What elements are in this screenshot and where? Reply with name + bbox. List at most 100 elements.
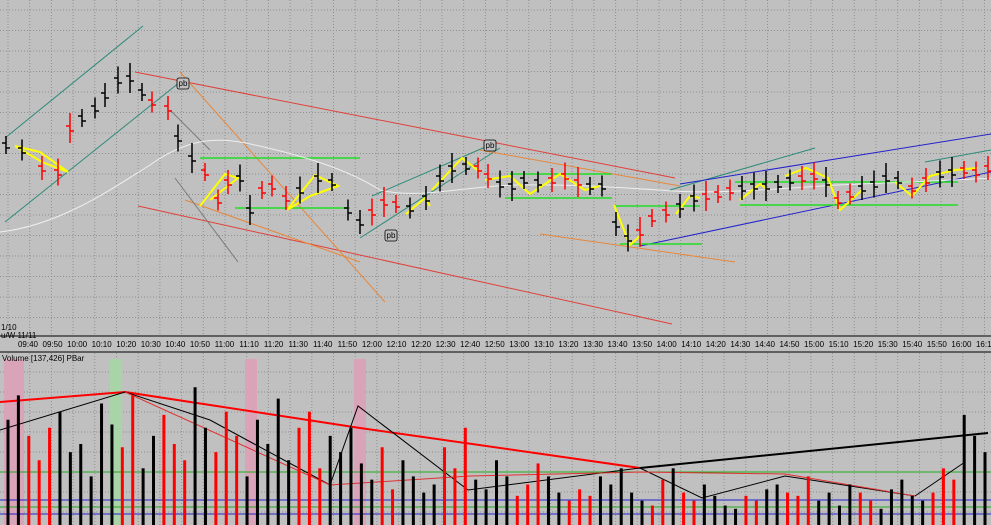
x-tick-label: 12:40	[460, 340, 481, 349]
price-bar	[726, 179, 734, 201]
price-bar	[138, 83, 146, 101]
x-tick-label: 11:30	[288, 340, 308, 349]
price-bar	[101, 83, 109, 107]
x-tick-label: 12:30	[436, 340, 457, 349]
price-bar	[484, 164, 492, 188]
price-bar	[846, 183, 854, 205]
x-tick-label: 13:10	[534, 340, 555, 349]
swing-line	[169, 109, 211, 151]
pb-marker: pb	[483, 139, 497, 152]
x-tick-label: 15:10	[829, 340, 850, 349]
x-tick-label: 10:50	[190, 340, 211, 349]
price-bar	[356, 210, 364, 234]
price-bar	[786, 169, 794, 191]
x-tick-label: 15:50	[927, 340, 948, 349]
x-tick-labels: 09:40 09:50 10:00 10:10 10:20 10:30 10:40 10:50…	[18, 340, 991, 349]
price-bar	[908, 177, 916, 199]
swing-line	[184, 199, 361, 263]
price-bar	[474, 157, 482, 179]
price-bar	[574, 167, 582, 197]
price-bar	[882, 163, 890, 193]
x-tick-label: 14:20	[706, 340, 727, 349]
price-bar	[188, 143, 196, 173]
x-tick-label: 09:50	[43, 340, 64, 349]
pb-marker-box	[384, 229, 398, 242]
price-bar	[462, 157, 470, 175]
trend-channel	[4, 81, 181, 223]
price-bar	[690, 184, 698, 212]
swing-line	[539, 233, 736, 263]
price-bar	[392, 195, 400, 213]
price-bar	[224, 170, 232, 194]
x-tick-label: 14:10	[681, 340, 702, 349]
x-tick-label: 10:10	[92, 340, 113, 349]
x-tick-label: 10:20	[116, 340, 137, 349]
pb-marker-box	[176, 77, 190, 90]
x-tick-label: 13:20	[558, 340, 579, 349]
x-tick-label: 15:00	[804, 340, 825, 349]
resistance-line	[134, 71, 676, 179]
x-tick-label: 10:00	[67, 340, 88, 349]
price-bar	[91, 97, 99, 119]
price-bar	[762, 171, 770, 201]
x-tick-label: 11:10	[239, 340, 259, 349]
x-tick-label: 11:40	[313, 340, 333, 349]
price-bar	[368, 198, 376, 226]
price-bar	[496, 170, 504, 198]
swing-line	[174, 177, 239, 263]
x-tick-label: 13:30	[583, 340, 604, 349]
price-bar	[948, 157, 956, 187]
x-tick-label: 11:20	[264, 340, 284, 349]
x-tick-label: 12:50	[485, 340, 506, 349]
price-panel	[0, 0, 991, 336]
pb-marker-box	[483, 139, 497, 152]
price-bar	[870, 170, 878, 198]
price-bar	[624, 224, 632, 252]
price-bar	[648, 209, 656, 227]
price-bar	[984, 156, 991, 180]
price-bar	[174, 124, 182, 152]
price-bar	[148, 91, 156, 113]
swing-zigzag	[405, 196, 431, 215]
swing-zigzag	[286, 173, 341, 211]
price-bar	[702, 181, 710, 211]
price-bar	[612, 212, 620, 236]
price-bar	[858, 176, 866, 200]
x-tick-label: 14:50	[779, 340, 800, 349]
price-bar	[534, 171, 542, 193]
price-bar	[246, 195, 254, 225]
volume-trend-line	[0, 390, 641, 469]
pb-markers: pb pb pb	[176, 77, 497, 242]
x-tick-label: 11:00	[215, 340, 235, 349]
x-tick-label: 10:30	[141, 340, 162, 349]
price-bar	[214, 189, 222, 211]
x-tick-label: 16:10	[976, 340, 991, 349]
price-bar	[834, 191, 842, 209]
price-bar	[548, 168, 556, 192]
x-tick-label: 14:00	[657, 340, 678, 349]
price-bar	[774, 175, 782, 193]
swing-zigzag	[613, 204, 641, 247]
trend-channel	[924, 149, 991, 163]
x-tick-label: 15:30	[878, 340, 899, 349]
price-bar	[314, 163, 322, 193]
price-bar	[236, 164, 244, 192]
price-bar	[344, 199, 352, 221]
price-bar	[922, 168, 930, 192]
price-bar	[328, 173, 336, 191]
pb-marker-label: pb	[179, 79, 188, 88]
swing-line	[179, 71, 386, 303]
price-bar	[201, 163, 209, 181]
price-bar	[54, 158, 62, 186]
price-bar	[676, 194, 684, 218]
price-bar	[586, 177, 594, 195]
price-bar	[268, 175, 276, 197]
pb-marker: pb	[384, 229, 398, 242]
pb-marker-label: pb	[387, 231, 396, 240]
price-bar	[2, 136, 10, 154]
price-bar	[936, 160, 944, 188]
x-tick-label: 12:00	[362, 340, 383, 349]
price-bar	[66, 113, 74, 143]
swing-line	[479, 149, 681, 187]
